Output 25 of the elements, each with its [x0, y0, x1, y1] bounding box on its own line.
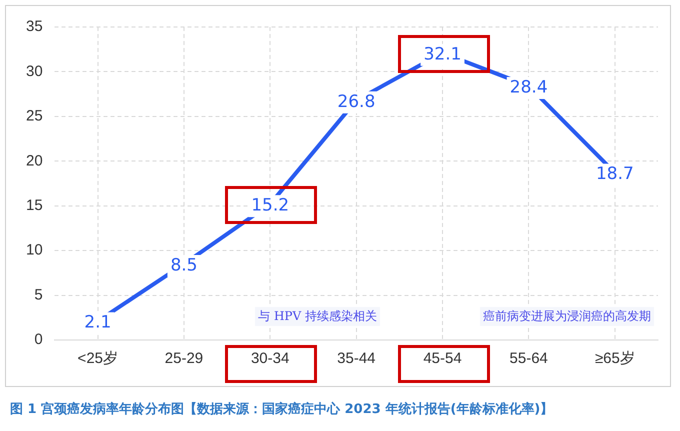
y-tick-label: 10: [26, 242, 43, 259]
x-tick-label: 55-64: [510, 350, 548, 368]
y-tick-label: 5: [34, 286, 43, 304]
y-tick-label: 25: [26, 108, 43, 125]
data-label: 18.7: [596, 164, 634, 184]
x-tick-label: 25-29: [164, 350, 204, 368]
annotation: 癌前病变进展为浸润癌的高发期: [480, 307, 654, 326]
x-tick-label: <25岁: [78, 350, 118, 368]
data-label: 8.5: [170, 255, 198, 276]
x-tick-label: 35-44: [337, 350, 376, 368]
annotation: 与 HPV 持续感染相关: [255, 307, 380, 326]
y-tick-label: 15: [26, 197, 43, 214]
caption: 图 1 宫颈癌发病率年龄分布图【数据来源：国家癌症中心 2023 年统计报告(年龄标准化率)】: [10, 400, 554, 418]
y-tick-label: 30: [26, 62, 43, 80]
y-tick-label: 35: [26, 18, 43, 36]
data-label: 32.1: [424, 44, 462, 64]
data-label: 2.1: [84, 312, 112, 333]
data-label: 15.2: [251, 195, 290, 216]
y-tick-label: 0: [34, 331, 43, 348]
data-label: 28.4: [510, 77, 548, 98]
x-tick-label: ≥65岁: [594, 350, 635, 368]
y-tick-label: 20: [26, 152, 43, 170]
data-label: 26.8: [337, 92, 376, 112]
x-tick-label: 30-34: [250, 350, 290, 368]
x-tick-label: 45-54: [423, 350, 462, 368]
